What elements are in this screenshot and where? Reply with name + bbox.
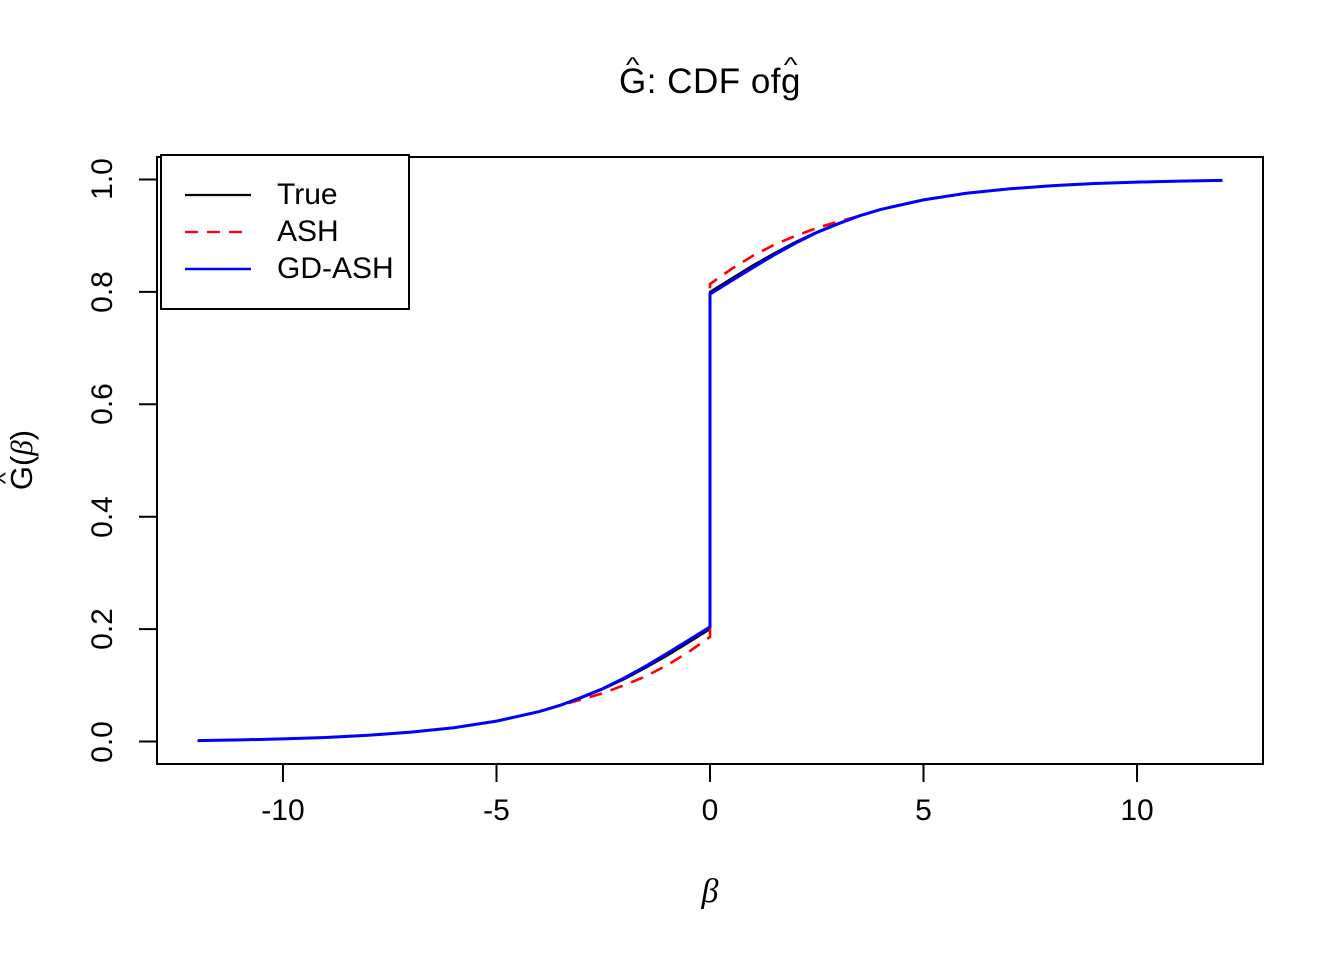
plot-title: ^ G: CDF of ^ g [157, 52, 1263, 102]
legend-item-gdash: GD-ASH [162, 251, 408, 288]
beta-symbol: β [701, 873, 719, 910]
beta-symbol: β [4, 440, 40, 456]
legend-line-dashed-red [185, 230, 251, 234]
title-text: : CDF of [646, 62, 782, 101]
ylabel-paren: ) [4, 429, 40, 441]
x-tick-label: -10 [261, 794, 305, 827]
x-tick-label: 10 [1120, 794, 1154, 827]
y-tick-label-text: 1.0 [86, 158, 119, 201]
g-hat-symbol: ^ g [781, 52, 801, 102]
y-tick-label-text: 0.0 [86, 720, 119, 763]
y-axis-label-text: ^G(β) [0, 429, 40, 490]
x-tick-label: -5 [483, 794, 510, 827]
y-tick-label-text: 0.2 [86, 608, 119, 650]
y-tick-label-text: 0.6 [86, 383, 119, 426]
legend-line-solid-blue [185, 267, 251, 271]
hat-accent: ^ [0, 472, 18, 484]
x-tick-label: 5 [915, 794, 932, 827]
G-hat-symbol: ^G [619, 52, 647, 102]
y-tick-label-text: 0.4 [86, 495, 119, 538]
hat-accent: ^ [783, 52, 799, 78]
ylabel-paren: ( [4, 455, 40, 466]
legend-line-solid-black [185, 193, 251, 197]
x-axis-label: β [702, 872, 719, 911]
G-hat-symbol: ^G [0, 466, 40, 490]
x-tick-label: 0 [701, 794, 719, 827]
legend-label: GD-ASH [277, 252, 394, 285]
legend-label: ASH [277, 215, 339, 248]
legend-box: True ASH GD-ASH [160, 154, 410, 310]
hat-accent: ^ [625, 52, 641, 78]
title-letter-G: G [619, 62, 647, 101]
legend-item-ash: ASH [162, 214, 408, 251]
legend-item-true: True [162, 177, 408, 214]
title-letter-g: g [781, 62, 801, 101]
curve-gd-ash [197, 178, 1223, 743]
y-tick-label-text: 0.8 [86, 271, 119, 313]
legend-label: True [277, 178, 338, 211]
